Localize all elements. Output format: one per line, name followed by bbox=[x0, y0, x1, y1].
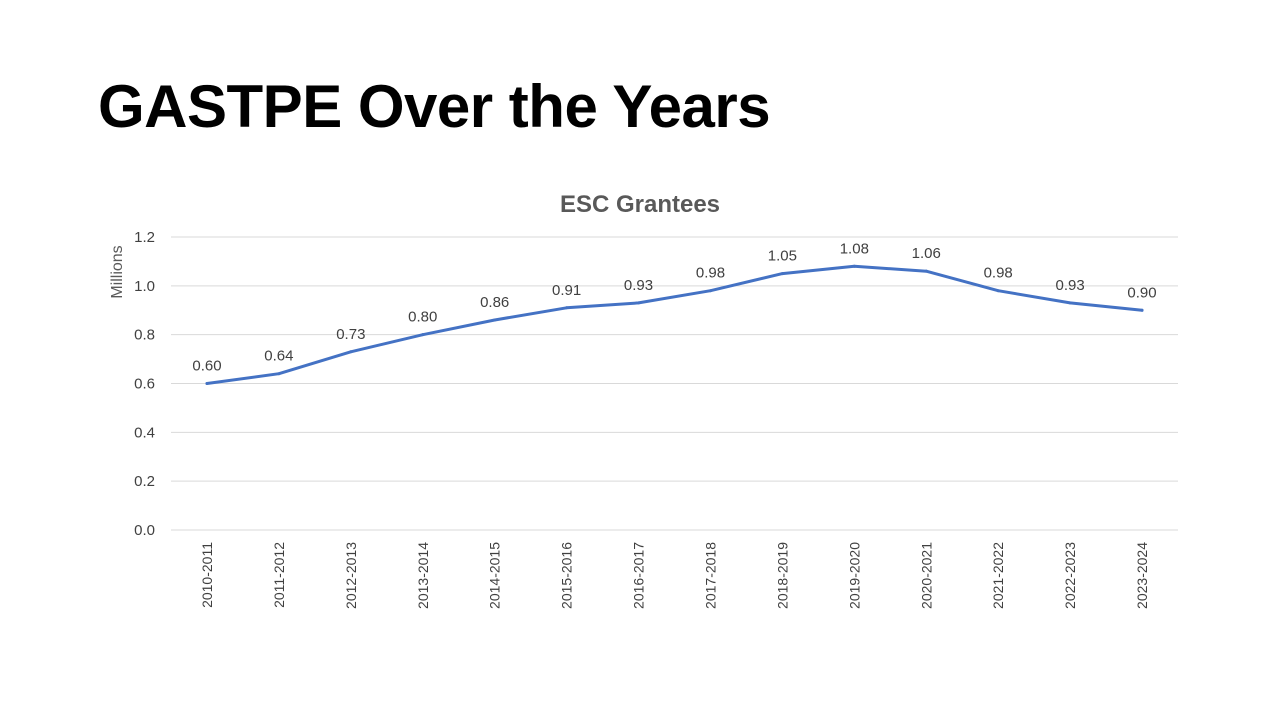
data-label: 0.73 bbox=[336, 326, 365, 343]
data-label: 0.90 bbox=[1127, 284, 1156, 301]
data-label: 0.91 bbox=[552, 282, 581, 299]
x-tick-label: 2011-2012 bbox=[271, 542, 287, 608]
data-label: 0.60 bbox=[192, 358, 221, 375]
data-point bbox=[996, 289, 1000, 293]
x-tick-label: 2017-2018 bbox=[702, 542, 718, 609]
y-tick-label: 1.0 bbox=[134, 278, 155, 295]
y-tick-label: 1.2 bbox=[134, 229, 155, 246]
x-tick-label: 2016-2017 bbox=[631, 542, 647, 609]
data-label: 0.64 bbox=[264, 348, 293, 365]
data-point bbox=[637, 301, 641, 305]
data-point bbox=[1140, 308, 1144, 312]
x-tick-label: 2021-2022 bbox=[990, 542, 1006, 609]
data-point bbox=[349, 350, 353, 354]
data-point bbox=[493, 318, 497, 322]
data-label: 1.06 bbox=[912, 245, 941, 262]
data-point bbox=[924, 269, 928, 273]
data-point bbox=[277, 372, 281, 376]
x-tick-label: 2010-2011 bbox=[199, 542, 215, 608]
x-tick-label: 2019-2020 bbox=[846, 542, 862, 609]
data-point bbox=[421, 333, 425, 337]
data-point bbox=[708, 289, 712, 293]
slide-title: GASTPE Over the Years bbox=[98, 73, 771, 140]
series-line bbox=[205, 264, 1144, 385]
x-tick-label: 2015-2016 bbox=[559, 542, 575, 609]
chart-title: ESC Grantees bbox=[560, 191, 720, 218]
data-labels: 0.60 0.64 0.73 0.80 0.86 0.91 0.93 0.98 1.05 1.08… bbox=[192, 240, 1156, 374]
gridlines bbox=[171, 236, 1178, 531]
data-label: 0.93 bbox=[624, 277, 653, 294]
data-label: 0.86 bbox=[480, 294, 509, 311]
data-point bbox=[565, 306, 569, 310]
y-axis-ticks: 0.0 0.2 0.4 0.6 0.8 1.0 1.2 bbox=[134, 229, 155, 539]
y-tick-label: 0.4 bbox=[134, 424, 155, 441]
y-tick-label: 0.6 bbox=[134, 376, 155, 393]
data-label: 0.98 bbox=[696, 265, 725, 282]
y-tick-label: 0.8 bbox=[134, 327, 155, 344]
x-tick-label: 2022-2023 bbox=[1062, 542, 1078, 609]
x-axis-ticks: 2010-2011 2011-2012 2012-2013 2013-2014 2014… bbox=[199, 542, 1150, 609]
x-tick-label: 2012-2013 bbox=[343, 542, 359, 609]
y-tick-label: 0.0 bbox=[134, 522, 155, 539]
y-axis-label: Millions bbox=[109, 245, 126, 298]
data-point bbox=[852, 264, 856, 268]
series bbox=[205, 264, 1144, 385]
data-label: 0.98 bbox=[984, 265, 1013, 282]
data-label: 0.93 bbox=[1056, 277, 1085, 294]
data-label: 0.80 bbox=[408, 309, 437, 326]
data-label: 1.08 bbox=[840, 240, 869, 257]
data-point bbox=[205, 382, 209, 385]
x-tick-label: 2020-2021 bbox=[918, 542, 934, 609]
data-label: 1.05 bbox=[768, 248, 797, 265]
data-point bbox=[1068, 301, 1072, 305]
x-tick-label: 2023-2024 bbox=[1134, 542, 1150, 609]
x-tick-label: 2018-2019 bbox=[774, 542, 790, 609]
x-tick-label: 2014-2015 bbox=[487, 542, 503, 609]
x-tick-label: 2013-2014 bbox=[415, 542, 431, 609]
data-point bbox=[780, 272, 784, 276]
y-tick-label: 0.2 bbox=[134, 473, 155, 490]
